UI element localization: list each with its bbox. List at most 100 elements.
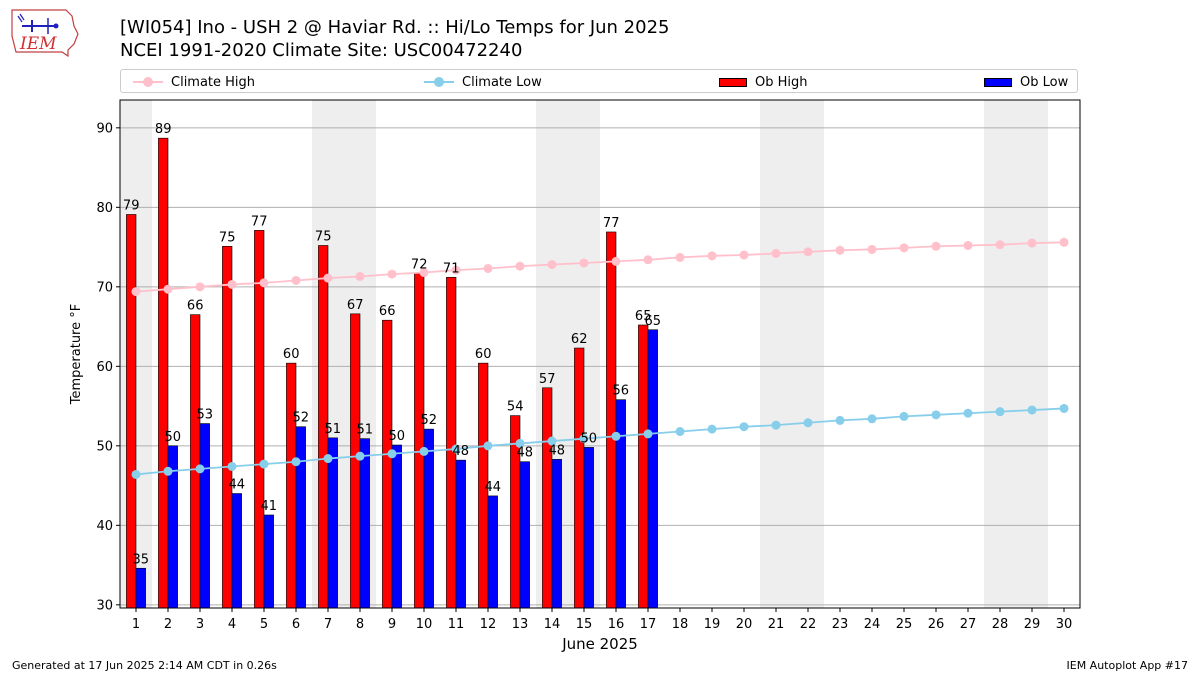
- climate-high-point: [515, 261, 525, 271]
- x-tick-label: 30: [1056, 617, 1073, 632]
- climate-high-point: [643, 255, 653, 265]
- ob-high-label: 71: [443, 261, 460, 276]
- climate-high-line: [135, 241, 1065, 293]
- ob-high-label: 77: [251, 214, 268, 229]
- ob-high-label: 89: [155, 122, 172, 137]
- climate-low-point: [675, 427, 685, 437]
- ob-low-label: 44: [229, 478, 246, 493]
- x-tick-label: 27: [960, 617, 977, 632]
- x-tick-label: 3: [196, 617, 204, 632]
- climate-high-point: [867, 244, 877, 254]
- chart-title: [WI054] Ino - USH 2 @ Haviar Rd. :: Hi/L…: [120, 17, 670, 38]
- x-tick-label: 10: [416, 617, 433, 632]
- climate-low-point: [323, 454, 333, 464]
- ob-low-label: 51: [357, 423, 374, 438]
- ob-low-bar: [487, 495, 498, 609]
- climate-high-point: [1059, 237, 1069, 247]
- x-tick-label: 8: [356, 617, 364, 632]
- ob-low-bar: [455, 459, 466, 609]
- climate-high-point: [1027, 238, 1037, 248]
- x-tick-label: 26: [928, 617, 945, 632]
- ob-low-bar: [263, 514, 274, 609]
- y-tick-label: 60: [96, 360, 113, 375]
- y-axis-label: Temperature °F: [69, 304, 84, 405]
- climate-high-point: [163, 284, 173, 294]
- climate-low-point: [579, 434, 589, 444]
- generated-timestamp: Generated at 17 Jun 2025 2:14 AM CDT in …: [12, 659, 277, 672]
- climate-high-swatch: [133, 77, 163, 87]
- ob-low-bar: [647, 329, 658, 609]
- ob-high-label: 60: [475, 347, 492, 362]
- ob-low-bar: [615, 399, 626, 609]
- climate-low-point: [835, 415, 845, 425]
- ob-low-label: 56: [613, 384, 630, 399]
- ob-low-bar: [231, 493, 242, 609]
- climate-high-point: [739, 250, 749, 260]
- legend: Climate High Climate Low Ob High Ob Low: [120, 69, 1078, 93]
- x-tick-label: 5: [260, 617, 268, 632]
- ob-high-bar: [350, 313, 361, 609]
- climate-high-point: [995, 240, 1005, 250]
- x-tick-label: 4: [228, 617, 236, 632]
- ob-high-label: 72: [411, 257, 428, 272]
- ob-high-label: 54: [507, 400, 524, 415]
- climate-low-point: [291, 457, 301, 467]
- climate-low-point: [611, 431, 621, 441]
- legend-item-ob-high: Ob High: [719, 73, 808, 91]
- climate-low-point: [771, 420, 781, 430]
- climate-low-point: [163, 466, 173, 476]
- ob-high-label: 77: [603, 216, 620, 231]
- x-tick-label: 19: [704, 617, 721, 632]
- climate-high-point: [931, 241, 941, 251]
- x-tick-label: 1: [132, 617, 140, 632]
- x-tick-label: 2: [164, 617, 172, 632]
- ob-high-label: 79: [123, 198, 140, 213]
- ob-high-label: 75: [315, 229, 332, 244]
- climate-high-point: [547, 260, 557, 270]
- legend-label-climate-high: Climate High: [171, 74, 256, 90]
- ob-high-label: 65: [635, 309, 652, 324]
- ob-high-bar: [574, 347, 585, 609]
- ob-low-label: 48: [549, 443, 566, 458]
- ob-low-bar: [519, 461, 530, 609]
- ob-low-bar: [199, 423, 210, 609]
- x-tick-label: 24: [864, 617, 881, 632]
- ob-low-bar: [327, 437, 338, 609]
- legend-item-climate-low: Climate Low: [424, 73, 542, 91]
- climate-low-point: [355, 451, 365, 461]
- chart-subtitle: NCEI 1991-2020 Climate Site: USC00472240: [120, 40, 523, 61]
- ob-high-bar: [286, 362, 297, 609]
- climate-high-point: [387, 269, 397, 279]
- app-label: IEM Autoplot App #17: [1066, 659, 1189, 672]
- climate-high-point: [899, 243, 909, 253]
- ob-low-label: 65: [645, 314, 662, 329]
- climate-low-point: [739, 422, 749, 432]
- y-tick-label: 50: [96, 439, 113, 454]
- climate-low-point: [803, 418, 813, 428]
- legend-label-climate-low: Climate Low: [462, 74, 542, 90]
- ob-high-bar: [382, 319, 393, 609]
- climate-high-point: [579, 258, 589, 268]
- climate-low-point: [931, 410, 941, 420]
- ob-low-label: 50: [389, 429, 406, 444]
- ob-high-label: 62: [571, 332, 588, 347]
- ob-high-bar: [190, 314, 201, 609]
- climate-low-point: [451, 444, 461, 454]
- climate-low-point: [515, 438, 525, 448]
- climate-high-point: [355, 271, 365, 281]
- y-tick-label: 70: [96, 280, 113, 295]
- ob-high-swatch: [719, 77, 747, 87]
- ob-low-label: 48: [517, 446, 534, 461]
- ob-high-bar: [542, 387, 553, 609]
- climate-high-point: [963, 240, 973, 250]
- climate-low-point: [227, 461, 237, 471]
- x-tick-label: 29: [1024, 617, 1041, 632]
- climate-low-swatch: [424, 77, 454, 87]
- ob-high-bar: [414, 273, 425, 609]
- climate-low-point: [259, 459, 269, 469]
- x-tick-label: 25: [896, 617, 913, 632]
- climate-high-point: [227, 279, 237, 289]
- ob-high-label: 67: [347, 298, 364, 313]
- x-tick-label: 12: [480, 617, 497, 632]
- climate-low-point: [419, 446, 429, 456]
